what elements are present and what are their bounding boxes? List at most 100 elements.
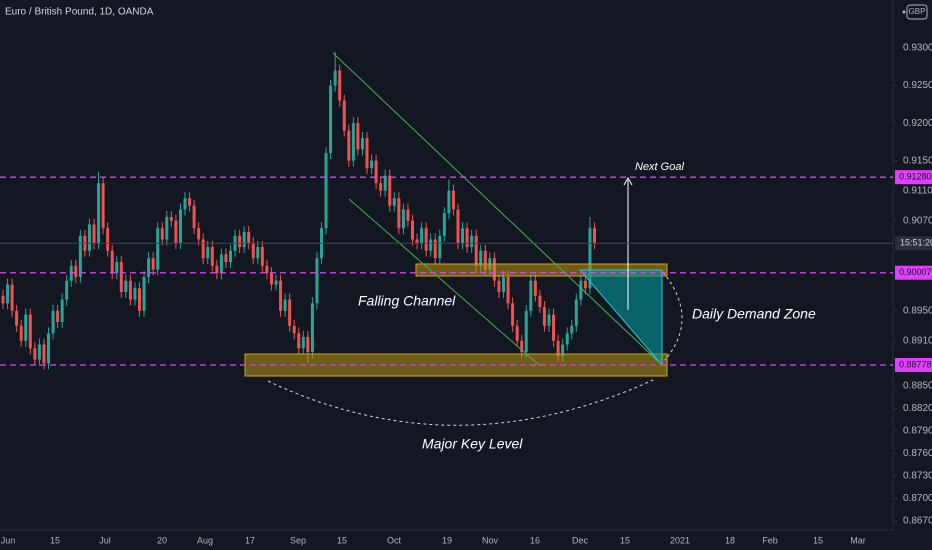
candle-body xyxy=(579,280,583,300)
candle-body xyxy=(265,265,269,274)
x-tick-label: Nov xyxy=(482,535,499,545)
y-tick-label: 0.86700 xyxy=(903,516,932,527)
candle-body xyxy=(229,250,232,262)
candle-body xyxy=(547,314,551,326)
candle-body xyxy=(156,228,160,270)
currency-dot xyxy=(902,10,906,14)
x-tick-label: 15 xyxy=(813,535,823,545)
candle-body xyxy=(133,288,137,300)
candle-body xyxy=(115,261,119,274)
candle-body xyxy=(388,175,392,206)
x-tick-label: Dec xyxy=(572,535,589,545)
candle-body xyxy=(97,183,101,244)
x-tick-label: 15 xyxy=(620,535,630,545)
candle-body xyxy=(442,213,446,236)
candle-body xyxy=(552,314,556,341)
candle-body xyxy=(242,231,246,247)
candle-body xyxy=(533,280,537,296)
candle-body xyxy=(556,340,560,356)
candle-body xyxy=(542,307,546,326)
candle-body xyxy=(138,288,141,311)
candle-body xyxy=(147,258,151,278)
candle-body xyxy=(119,261,123,293)
candle-body xyxy=(593,228,596,244)
candle-body xyxy=(338,70,342,101)
level-label-box xyxy=(895,170,932,185)
candle-body xyxy=(56,310,60,323)
x-tick-label: Jun xyxy=(1,535,16,545)
candle-body xyxy=(333,70,337,86)
candle-body xyxy=(324,153,328,229)
candle-body xyxy=(342,100,346,131)
candle-body xyxy=(247,231,251,244)
candle-body xyxy=(165,216,169,240)
candle-body xyxy=(529,280,533,311)
candle-body xyxy=(42,344,46,364)
candle-body xyxy=(297,333,301,349)
annotation: Next Goal xyxy=(635,161,684,173)
countdown: 15:51:20 xyxy=(900,238,932,248)
annotation: Major Key Level xyxy=(422,436,523,452)
candle-body xyxy=(583,280,587,289)
candle-body xyxy=(356,123,360,150)
x-tick-label: Mar xyxy=(850,535,866,545)
demand-curve xyxy=(662,271,683,361)
candle-body xyxy=(110,250,114,274)
candle-body xyxy=(37,344,41,360)
candle-body xyxy=(251,243,255,259)
candle-body xyxy=(561,344,565,356)
x-tick-label: 15 xyxy=(337,535,347,545)
candle-body xyxy=(570,325,574,334)
candle-body xyxy=(383,175,387,191)
countdown-box xyxy=(895,236,932,251)
x-tick-label: Oct xyxy=(387,535,402,545)
candle-body xyxy=(415,239,419,244)
candle-body xyxy=(520,340,524,353)
candle-body xyxy=(206,246,210,259)
candle-body xyxy=(1,295,5,304)
candle-body xyxy=(283,299,287,311)
candle-body xyxy=(92,224,96,244)
candle-body xyxy=(411,220,414,240)
candle-body xyxy=(351,123,355,161)
candle-body xyxy=(142,277,146,311)
candle-body xyxy=(424,228,428,251)
candle-body xyxy=(470,235,474,247)
level-label-box xyxy=(895,357,932,372)
candle-body xyxy=(269,273,273,285)
level-label: 0.91280 xyxy=(899,172,932,182)
level-label: 0.90007 xyxy=(899,267,932,277)
candle-body xyxy=(451,190,455,210)
candle-body xyxy=(183,198,187,210)
x-tick-label: 17 xyxy=(245,535,255,545)
candle-body xyxy=(201,239,205,259)
candle-body xyxy=(497,280,501,293)
candle-body xyxy=(474,235,478,266)
candle-body xyxy=(433,239,437,259)
candle-body xyxy=(515,325,519,341)
x-tick-label: 2021 xyxy=(670,535,690,545)
candle-body xyxy=(524,310,528,353)
key-level-curve xyxy=(267,379,654,426)
candle-body xyxy=(292,325,296,334)
candle-body xyxy=(51,310,55,334)
candle-body xyxy=(447,190,451,214)
candle-body xyxy=(279,280,283,311)
candle-body xyxy=(192,205,196,229)
x-tick-label: Sep xyxy=(290,535,306,545)
candle-body xyxy=(6,284,10,304)
candle-body xyxy=(33,348,37,360)
x-tick-label: Feb xyxy=(762,535,778,545)
candle-body xyxy=(188,198,192,206)
candle-body xyxy=(347,130,351,161)
candle-body xyxy=(210,246,214,266)
candle-body xyxy=(538,295,542,308)
candle-body xyxy=(274,280,278,285)
